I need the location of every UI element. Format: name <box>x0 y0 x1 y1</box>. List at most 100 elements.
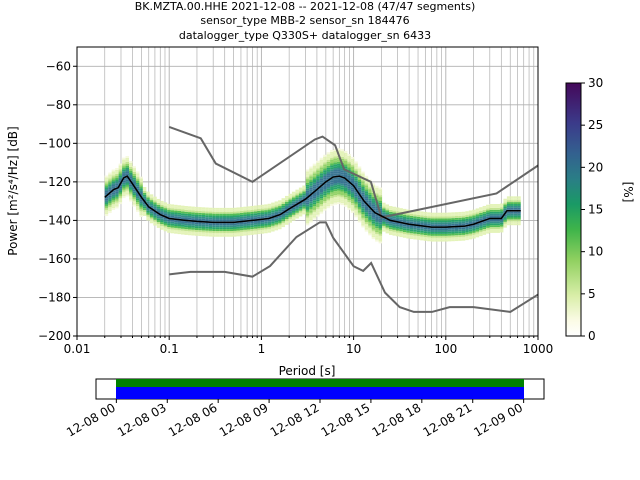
psd-cell <box>285 217 289 220</box>
psd-cell <box>323 158 327 161</box>
psd-cell <box>212 213 216 216</box>
psd-cell <box>295 189 299 192</box>
psd-cell <box>395 219 400 221</box>
psd-cell <box>371 214 376 216</box>
psd-cell <box>479 212 483 215</box>
psd-cell <box>226 207 230 210</box>
psd-cell <box>139 186 143 189</box>
psd-cell <box>465 216 469 219</box>
psd-cell <box>375 195 379 198</box>
psd-cell <box>479 211 483 213</box>
psd-cell <box>326 165 331 168</box>
psd-cell <box>454 233 459 236</box>
psd-cell <box>295 191 299 194</box>
psd-cell <box>257 228 261 231</box>
psd-cell <box>517 204 521 206</box>
psd-cell <box>125 157 130 160</box>
psd-cell <box>430 220 435 223</box>
psd-cell <box>243 216 247 219</box>
psd-cell <box>399 219 403 222</box>
psd-cell <box>229 217 234 220</box>
psd-cell <box>503 200 507 203</box>
psd-cell <box>115 179 119 182</box>
psd-cell <box>499 207 504 210</box>
psd-cell <box>468 210 473 213</box>
psd-cell <box>454 217 459 220</box>
psd-cell <box>343 202 348 205</box>
psd-cell <box>212 225 216 228</box>
psd-cell <box>506 211 511 214</box>
psd-cell <box>472 234 476 237</box>
psd-cell <box>139 182 143 185</box>
psd-cell <box>139 207 143 210</box>
psd-cell <box>434 239 438 242</box>
psd-cell <box>364 198 369 201</box>
psd-cell <box>486 231 490 234</box>
psd-cell <box>309 180 313 182</box>
psd-cell <box>472 225 476 228</box>
psd-cell <box>361 225 365 228</box>
psd-cell <box>389 223 393 226</box>
psd-cell <box>191 206 195 209</box>
psd-cell <box>156 225 161 228</box>
psd-cell <box>357 191 362 194</box>
psd-cell <box>298 197 303 200</box>
psd-cell <box>118 169 123 172</box>
psd-cell <box>239 210 244 213</box>
psd-cell <box>281 209 286 212</box>
x-tick-label: 0.01 <box>64 342 91 356</box>
psd-cell <box>319 188 324 191</box>
psd-cell <box>465 238 469 241</box>
psd-cell <box>174 210 178 213</box>
psd-cell <box>274 228 279 231</box>
psd-cell <box>222 211 227 214</box>
psd-cell <box>354 207 358 210</box>
psd-cell <box>288 209 292 212</box>
psd-cell <box>337 190 341 193</box>
psd-cell <box>375 220 379 223</box>
psd-cell <box>409 229 414 232</box>
psd-cell <box>246 214 251 216</box>
psd-cell <box>354 171 358 173</box>
psd-cell <box>129 178 133 181</box>
psd-cell <box>104 214 109 217</box>
psd-cell <box>264 204 268 207</box>
psd-cell <box>316 170 320 173</box>
psd-cell <box>184 209 188 212</box>
psd-cell <box>229 230 234 233</box>
psd-cell <box>267 211 272 214</box>
psd-cell <box>441 233 445 236</box>
psd-cell <box>115 206 119 209</box>
psd-cell <box>357 185 362 188</box>
psd-cell <box>215 229 220 231</box>
psd-cell <box>222 234 227 237</box>
psd-cell <box>267 230 272 233</box>
psd-cell <box>479 224 483 227</box>
psd-cell <box>291 201 296 204</box>
psd-cell <box>274 205 279 208</box>
psd-cell <box>132 196 136 199</box>
psd-cell <box>181 217 185 220</box>
psd-cell <box>233 225 237 228</box>
psd-cell <box>489 207 494 210</box>
psd-cell <box>170 221 175 224</box>
psd-cell <box>413 233 417 236</box>
psd-cell <box>129 161 133 163</box>
psd-cell <box>406 209 410 212</box>
psd-cell <box>416 234 421 237</box>
psd-cell <box>156 222 161 225</box>
psd-cell <box>472 217 476 220</box>
psd-cell <box>160 216 164 219</box>
psd-cell <box>413 229 417 232</box>
psd-cell <box>302 185 306 188</box>
psd-cell <box>489 221 494 224</box>
psd-cell <box>375 235 379 238</box>
psd-cell <box>375 214 379 217</box>
psd-cell <box>250 205 254 208</box>
psd-cell <box>316 203 320 206</box>
psd-cell <box>343 156 348 159</box>
psd-cell <box>243 225 247 228</box>
psd-cell <box>496 215 500 218</box>
psd-cell <box>271 223 275 226</box>
psd-cell <box>260 222 265 225</box>
